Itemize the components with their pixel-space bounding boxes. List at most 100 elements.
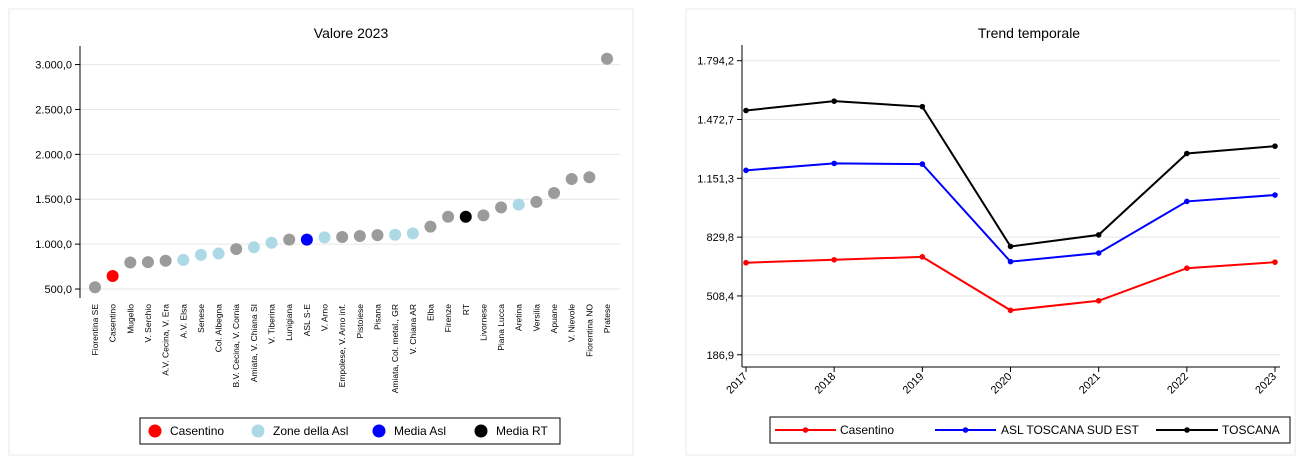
series-point-casentino	[919, 254, 926, 260]
legend-label-casentino: Casentino	[840, 423, 894, 437]
scatter-y-tick-label: 500,0	[44, 284, 72, 296]
scatter-point-pistoiese	[353, 230, 366, 243]
series-point-casentino	[1272, 259, 1278, 265]
scatter-x-label: Col. Albegna	[214, 304, 224, 352]
scatter-point-firenze	[442, 210, 455, 223]
scatter-x-label: Amiata, V. Chiana SI	[249, 304, 259, 382]
scatter-point-v-chiana-ar	[406, 227, 419, 240]
scatter-x-label: Amiata, Col. metal., GR	[390, 304, 400, 393]
series-point-toscana	[1007, 243, 1014, 250]
series-point-casentino	[743, 259, 749, 266]
scatter-point-lunigiana	[283, 233, 296, 246]
line-y-tick-label: 1.794,2	[697, 56, 734, 68]
scatter-x-label: Aretina	[514, 304, 524, 331]
scatter-point-pratese	[601, 52, 613, 65]
scatter-frame	[8, 8, 634, 456]
series-point-asl-toscana-sud-est	[1007, 258, 1014, 265]
series-point-asl-toscana-sud-est	[1095, 250, 1102, 256]
scatter-point-livornese	[477, 209, 490, 222]
scatter-y-tick-label: 1.000,0	[35, 239, 72, 251]
scatter-x-label: A.V. Elsa	[178, 304, 188, 338]
scatter-point-casentino	[106, 270, 119, 283]
series-point-asl-toscana-sud-est	[1272, 192, 1278, 198]
scatter-x-label: Apuane	[549, 304, 559, 334]
scatter-point-aretina	[512, 198, 525, 211]
scatter-point-a-v-cecina-v-era	[159, 254, 172, 267]
scatter-point-senese	[194, 248, 207, 261]
line-y-tick-label: 186,9	[706, 350, 734, 362]
series-point-casentino	[1184, 265, 1190, 272]
scatter-x-label: Pratese	[602, 304, 612, 334]
scatter-x-label: Lunigiana	[284, 304, 294, 341]
scatter-legend	[139, 417, 561, 445]
scatter-point-v-serchio	[141, 256, 154, 269]
legend-marker-toscana	[1184, 427, 1190, 433]
scatter-point-elba	[424, 220, 437, 233]
scatter-point-a-v-elsa	[177, 253, 190, 266]
legend-label-toscana: TOSCANA	[1222, 423, 1280, 437]
scatter-point-v-nievole	[565, 173, 578, 186]
series-point-asl-toscana-sud-est	[919, 161, 926, 167]
series-point-toscana	[831, 98, 837, 104]
scatter-x-label: A.V. Cecina, V. Era	[161, 304, 171, 376]
scatter-x-label: Versilia	[531, 304, 541, 332]
scatter-point-pisana	[371, 229, 384, 242]
scatter-x-label: Pistoiese	[355, 304, 365, 339]
scatter-point-v-arno	[318, 231, 331, 244]
scatter-y-tick-label: 1.500,0	[35, 194, 72, 206]
scatter-point-empolese-v-arno-inf	[336, 230, 349, 243]
scatter-x-label: RT	[461, 304, 471, 315]
legend-marker-media-rt	[474, 424, 488, 438]
line-frame	[685, 8, 1296, 456]
line-y-tick-label: 1.151,3	[697, 173, 734, 185]
line-title: Trend temporale	[978, 25, 1080, 41]
scatter-x-label: Livornese	[478, 304, 488, 341]
scatter-point-b-v-cecina-v-cornia	[230, 243, 243, 256]
scatter-x-label: V. Serchio	[143, 304, 153, 343]
scatter-x-label: V. Tiberina	[267, 304, 277, 344]
series-point-asl-toscana-sud-est	[831, 160, 837, 167]
scatter-x-label: ASL S-E	[302, 304, 312, 337]
series-point-casentino	[1007, 307, 1014, 314]
scatter-x-label: Fiorentina SE	[90, 304, 100, 356]
scatter-point-col-albegna	[212, 247, 225, 260]
series-point-asl-toscana-sud-est	[1184, 198, 1190, 205]
line-chart: Trend temporale 186,9 508,4 829,8 1.151,3 1.…	[685, 8, 1296, 456]
legend-marker-zone-della-asl	[251, 424, 265, 438]
legend-marker-asl-toscana-sud-est	[962, 427, 969, 433]
scatter-x-label: Fiorentina NO	[584, 304, 594, 357]
legend-label-zone-della-asl: Zone della Asl	[273, 424, 348, 438]
scatter-x-label: Casentino	[108, 304, 118, 343]
scatter-x-label: Empolese, V. Arno inf.	[337, 304, 347, 387]
scatter-point-v-tiberina	[265, 236, 278, 249]
series-point-asl-toscana-sud-est	[743, 167, 749, 174]
legend-marker-media-asl	[372, 424, 386, 438]
series-point-toscana	[1272, 143, 1278, 149]
scatter-point-fiorentina-no	[583, 171, 596, 184]
scatter-x-label: Firenze	[443, 304, 453, 333]
scatter-x-label: B.V. Cecina, V. Cornia	[231, 304, 241, 388]
scatter-point-fiorentina-se	[89, 281, 101, 294]
series-point-casentino	[1095, 297, 1102, 304]
scatter-x-label: V. Chiana AR	[408, 304, 418, 354]
series-point-toscana	[919, 103, 926, 110]
scatter-point-amiata-col-metal-gr	[389, 228, 402, 241]
scatter-panel: Valore 2023 500,0 1.000,0 1.500,0 2.000,0 2.…	[0, 0, 640, 460]
legend-label-casentino: Casentino	[170, 424, 224, 438]
scatter-y-tick-label: 2.000,0	[35, 149, 72, 161]
scatter-x-label: Piana Lucca	[496, 304, 506, 351]
scatter-x-label: Senese	[196, 304, 206, 333]
series-point-toscana	[743, 107, 749, 114]
scatter-point-versilia	[530, 195, 543, 208]
scatter-chart: Valore 2023 500,0 1.000,0 1.500,0 2.000,0 2.…	[8, 8, 634, 456]
legend-marker-casentino	[148, 424, 162, 438]
scatter-x-label: Mugello	[125, 304, 135, 334]
scatter-point-apuane	[548, 186, 561, 199]
scatter-x-label: Pisana	[372, 304, 382, 330]
scatter-y-tick-label: 3.000,0	[35, 60, 72, 72]
scatter-point-mugello	[124, 256, 137, 269]
series-point-casentino	[831, 256, 837, 263]
legend-label-media-rt: Media RT	[496, 424, 548, 438]
scatter-y-tick-label: 2.500,0	[35, 104, 72, 116]
scatter-point-rt	[459, 210, 472, 223]
